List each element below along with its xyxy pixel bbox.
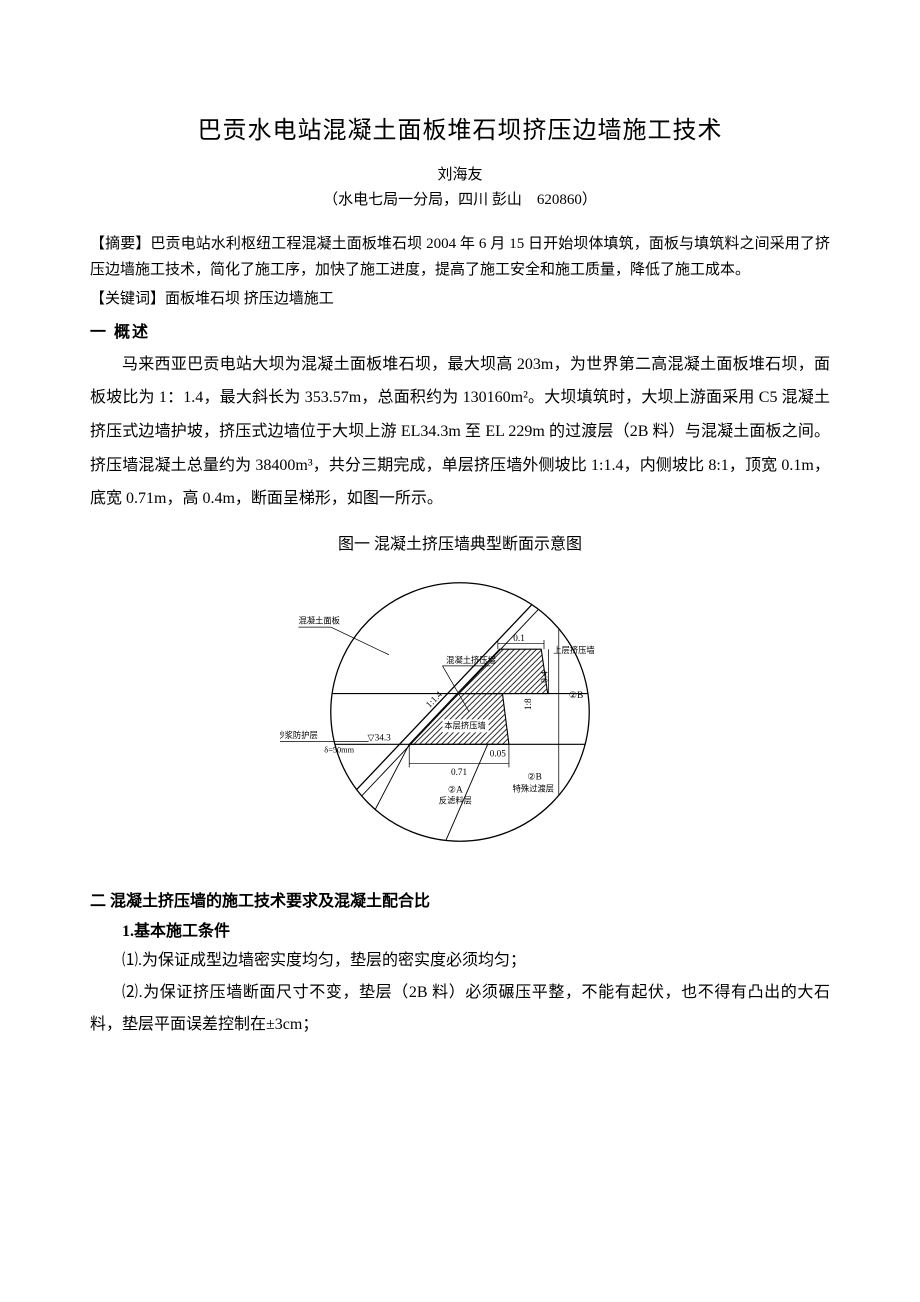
label-mortar: 砂浆防护层: [280, 730, 318, 740]
zone-2b-lower: ②B: [527, 771, 541, 781]
elevation-label: ▽34.3: [368, 732, 392, 742]
label-face-slab: 混凝土面板: [298, 615, 340, 625]
zone-2b-sub: 特殊过渡层: [513, 783, 554, 793]
cross-section-diagram: ▽34.3 1:1.4 1:8 0.4 0.1 0.71 0.05 ②B ②B …: [280, 562, 640, 862]
dim-bottom: 0.71: [451, 766, 468, 776]
zone-2a: ②A: [448, 784, 463, 794]
abstract-block: 【摘要】巴贡电站水利枢纽工程混凝土面板堆石坝 2004 年 6 月 15 日开始…: [90, 231, 830, 284]
figure-1: ▽34.3 1:1.4 1:8 0.4 0.1 0.71 0.05 ②B ②B …: [90, 562, 830, 867]
keywords-block: 【关键词】面板堆石坝 挤压边墙施工: [90, 286, 830, 312]
zone-2a-sub: 反滤料层: [439, 795, 472, 805]
abstract-text: 巴贡电站水利枢纽工程混凝土面板堆石坝 2004 年 6 月 15 日开始坝体填筑…: [90, 236, 830, 278]
label-upper-wall: 上层挤压墙: [553, 645, 595, 655]
dim-top: 0.1: [513, 633, 525, 643]
section-1-body: 马来西亚巴贡电站大坝为混凝土面板堆石坝，最大坝高 203m，为世界第二高混凝土面…: [90, 348, 830, 516]
zone-2b-upper: ②B: [569, 690, 583, 700]
section-2-item-2: ⑵.为保证挤压墙断面尺寸不变，垫层（2B 料）必须碾压平整，不能有起伏，也不得有…: [90, 977, 830, 1041]
face-slab-line: [308, 578, 557, 841]
section-1-heading: 一 概述: [90, 318, 830, 342]
slope-inner-label: 1:8: [523, 698, 533, 710]
slope-outer-label: 1:1.4: [424, 689, 444, 710]
author-name: 刘海友: [90, 163, 830, 184]
section-2-sub-1: 1.基本施工条件: [90, 917, 830, 941]
keywords-label: 【关键词】: [90, 291, 165, 307]
label-this-wall: 本层挤压墙: [444, 720, 486, 730]
section-2-heading: 二 混凝土挤压墙的施工技术要求及混凝土配合比: [90, 887, 830, 911]
affiliation: （水电七局一分局，四川 彭山 620860）: [90, 188, 830, 209]
page-title: 巴贡水电站混凝土面板堆石坝挤压边墙施工技术: [90, 110, 830, 145]
abstract-label: 【摘要】: [90, 236, 150, 252]
label-extrusion-wall: 混凝土挤压墙: [446, 655, 496, 665]
figure-caption: 图一 混凝土挤压墙典型断面示意图: [90, 530, 830, 554]
dim-height: 0.4: [540, 670, 550, 682]
label-mortar-thickness: δ=50mm: [324, 745, 354, 754]
keywords-text: 面板堆石坝 挤压边墙施工: [165, 291, 334, 307]
section-2-item-1: ⑴.为保证成型边墙密实度均匀，垫层的密实度必须均匀；: [90, 945, 830, 977]
dim-offset: 0.05: [490, 748, 507, 758]
